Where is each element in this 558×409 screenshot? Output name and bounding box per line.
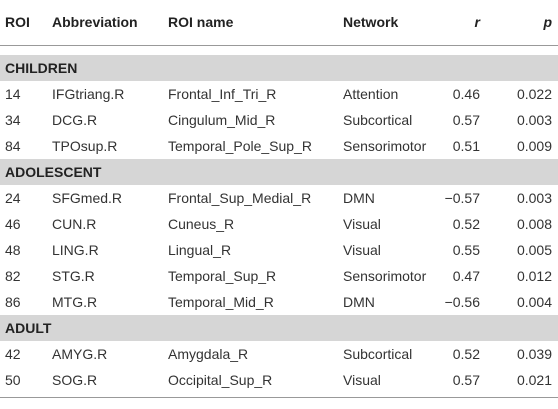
- table-cell: Amygdala_R: [168, 346, 249, 362]
- table-cell: Lingual_R: [168, 242, 232, 258]
- table-cell: 0.021: [516, 372, 552, 388]
- table-cell: 14: [5, 86, 21, 102]
- table-cell: Visual: [343, 242, 381, 258]
- table-cell: Frontal_Inf_Tri_R: [168, 86, 277, 102]
- table-cell: 0.46: [452, 86, 480, 102]
- table-cell: Attention: [343, 86, 399, 102]
- table-cell: 0.52: [452, 216, 480, 232]
- table-cell: 48: [5, 242, 21, 258]
- table-cell: DMN: [343, 190, 375, 206]
- table-cell: Occipital_Sup_R: [168, 372, 273, 388]
- table-cell: MTG.R: [52, 294, 98, 310]
- table-cell: 0.039: [516, 346, 552, 362]
- table-cell: 0.012: [516, 268, 552, 284]
- group-name: CHILDREN: [5, 60, 78, 76]
- table-cell: DMN: [343, 294, 375, 310]
- table-cell: Frontal_Sup_Medial_R: [168, 190, 312, 206]
- table-cell: 0.003: [516, 112, 552, 128]
- table-cell: 0.005: [516, 242, 552, 258]
- table-cell: 34: [5, 112, 21, 128]
- group-band: [0, 159, 558, 185]
- column-header: Abbreviation: [52, 14, 138, 30]
- table-cell: 24: [5, 190, 21, 206]
- column-header: p: [543, 14, 552, 30]
- table-cell: Temporal_Sup_R: [168, 268, 277, 284]
- table-cell: Visual: [343, 216, 381, 232]
- table-cell: 86: [5, 294, 21, 310]
- table-cell: TPOsup.R: [52, 138, 118, 154]
- column-header: ROI name: [168, 14, 234, 30]
- table-cell: AMYG.R: [52, 346, 108, 362]
- table-cell: 84: [5, 138, 21, 154]
- column-header: r: [474, 14, 480, 30]
- table-cell: IFGtriang.R: [52, 86, 125, 102]
- table-cell: 0.004: [516, 294, 552, 310]
- group-name: ADULT: [5, 320, 52, 336]
- table-cell: Temporal_Mid_R: [168, 294, 274, 310]
- table-cell: 50: [5, 372, 21, 388]
- table-cell: 0.008: [516, 216, 552, 232]
- table-cell: Cuneus_R: [168, 216, 235, 232]
- table-cell: 82: [5, 268, 21, 284]
- table-cell: Sensorimotor: [343, 268, 427, 284]
- table-cell: SFGmed.R: [52, 190, 123, 206]
- table-cell: 42: [5, 346, 21, 362]
- group-band: [0, 315, 558, 341]
- table-cell: −0.57: [444, 190, 480, 206]
- table-cell: 0.009: [516, 138, 552, 154]
- header-rule: [0, 45, 558, 46]
- table-cell: 0.022: [516, 86, 552, 102]
- group-name: ADOLESCENT: [5, 164, 102, 180]
- table-cell: Sensorimotor: [343, 138, 427, 154]
- table-cell: Visual: [343, 372, 381, 388]
- table-cell: Subcortical: [343, 112, 413, 128]
- table-cell: DCG.R: [52, 112, 98, 128]
- table-cell: −0.56: [444, 294, 480, 310]
- table-cell: 0.57: [452, 112, 480, 128]
- table-cell: Temporal_Pole_Sup_R: [168, 138, 312, 154]
- column-header: Network: [343, 14, 399, 30]
- table-cell: 0.55: [452, 242, 480, 258]
- table-cell: CUN.R: [52, 216, 97, 232]
- bottom-rule: [0, 397, 558, 398]
- table-cell: LING.R: [52, 242, 99, 258]
- table-cell: 46: [5, 216, 21, 232]
- table-cell: 0.003: [516, 190, 552, 206]
- table-cell: Subcortical: [343, 346, 413, 362]
- table-cell: 0.51: [452, 138, 480, 154]
- table-cell: 0.52: [452, 346, 480, 362]
- table-cell: 0.47: [452, 268, 480, 284]
- table-cell: 0.57: [452, 372, 480, 388]
- table-cell: STG.R: [52, 268, 95, 284]
- table-cell: Cingulum_Mid_R: [168, 112, 276, 128]
- column-header: ROI: [5, 14, 30, 30]
- group-band: [0, 55, 558, 81]
- table-cell: SOG.R: [52, 372, 98, 388]
